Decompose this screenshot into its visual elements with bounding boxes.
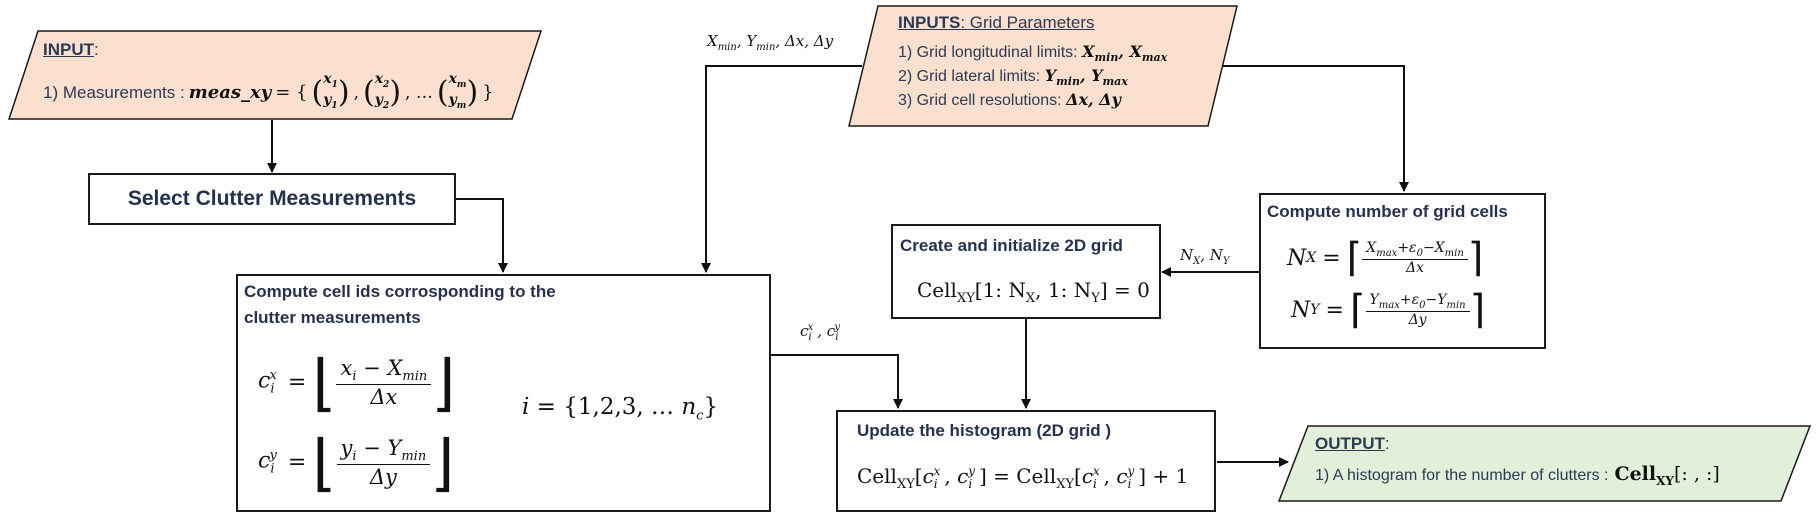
- arrow-cellids-to-update: [771, 354, 903, 409]
- input-box: INPUT: 1) Measurements : meas_xy = { ( x…: [8, 30, 542, 120]
- meas-vector-m: ( xm ym ): [436, 71, 479, 111]
- grid-param-line1-math: Xmin, Xmax: [1082, 42, 1168, 65]
- create-grid-equation: CellXY[1: NX, 1: NY] = 0: [917, 278, 1150, 306]
- cix-formula: cix = ⌊ xi − Xmin Δx ⌋: [258, 346, 456, 419]
- edge-label-cix-ciy: cix, ciy: [800, 322, 841, 343]
- output-box: OUTPUT: 1) A histogram for the number of…: [1278, 425, 1811, 502]
- output-line: 1) A histogram for the number of clutter…: [1315, 467, 1609, 484]
- grid-params-heading: INPUTS: [898, 13, 961, 32]
- update-histogram-box: Update the histogram (2D grid ) CellXY[c…: [836, 410, 1216, 512]
- input-line-prefix: 1) Measurements :: [43, 82, 185, 102]
- ny-formula: N Y = ⌈ Ymax+ε0−Ymin Δy ⌉: [1291, 287, 1486, 333]
- input-heading: INPUT: [43, 40, 94, 59]
- grid-param-line3-math: Δx, Δy: [1066, 90, 1121, 109]
- meas-var: meas_xy: [188, 82, 272, 104]
- cell-ids-title-line1: Compute cell ids corrosponding to the: [244, 282, 556, 301]
- output-result: CellXY[: , :]: [1614, 463, 1720, 488]
- nx-formula: N X = ⌈ Xmax+ε0−Xmin Δx ⌉: [1287, 235, 1484, 281]
- compute-grid-cells-title: Compute number of grid cells: [1267, 202, 1508, 221]
- create-grid-title: Create and initialize 2D grid: [900, 236, 1123, 255]
- cell-ids-title-line2: clutter measurements: [244, 308, 421, 327]
- select-clutter-box: Select Clutter Measurements: [88, 173, 456, 225]
- compute-cell-ids-box: Compute cell ids corrosponding to the cl…: [236, 274, 771, 512]
- grid-param-line3: 3) Grid cell resolutions:: [898, 92, 1062, 109]
- meas-vector-2: ( x2 y2 ): [362, 71, 402, 111]
- index-set: i = {1,2,3, … nc}: [522, 394, 719, 424]
- grid-params-heading-rest: : Grid Parameters: [960, 13, 1095, 32]
- edge-label-grid-params: Xmin, Ymin, Δx, Δy: [707, 32, 834, 53]
- compute-grid-cells-box: Compute number of grid cells N X = ⌈ Xmax+…: [1259, 193, 1546, 349]
- update-histogram-equation: CellXY[cix, ciy] = CellXY[cix, ciy] + 1: [857, 464, 1189, 492]
- arrow-select-to-cellids: [455, 198, 508, 273]
- grid-param-line2: 2) Grid lateral limits:: [898, 68, 1041, 85]
- grid-param-line1: 1) Grid longitudinal limits:: [898, 44, 1078, 61]
- edge-label-nx-ny: NX, NY: [1180, 246, 1230, 267]
- ciy-formula: ciy = ⌊ yi − Ymin Δy ⌋: [258, 426, 455, 499]
- meas-vector-1: ( x1 y1 ): [311, 71, 350, 111]
- select-clutter-label: Select Clutter Measurements: [127, 187, 417, 210]
- arrow-grid-to-ncells: [1222, 65, 1409, 192]
- create-grid-box: Create and initialize 2D grid CellXY[1: …: [891, 224, 1161, 319]
- grid-param-line2-math: Ymin, Ymax: [1044, 66, 1128, 89]
- output-heading: OUTPUT: [1315, 434, 1385, 453]
- update-histogram-title: Update the histogram (2D grid ): [857, 421, 1112, 440]
- grid-params-box: INPUTS: Grid Parameters 1) Grid longitud…: [848, 5, 1238, 127]
- arrow-grid-to-cellids: [701, 65, 862, 273]
